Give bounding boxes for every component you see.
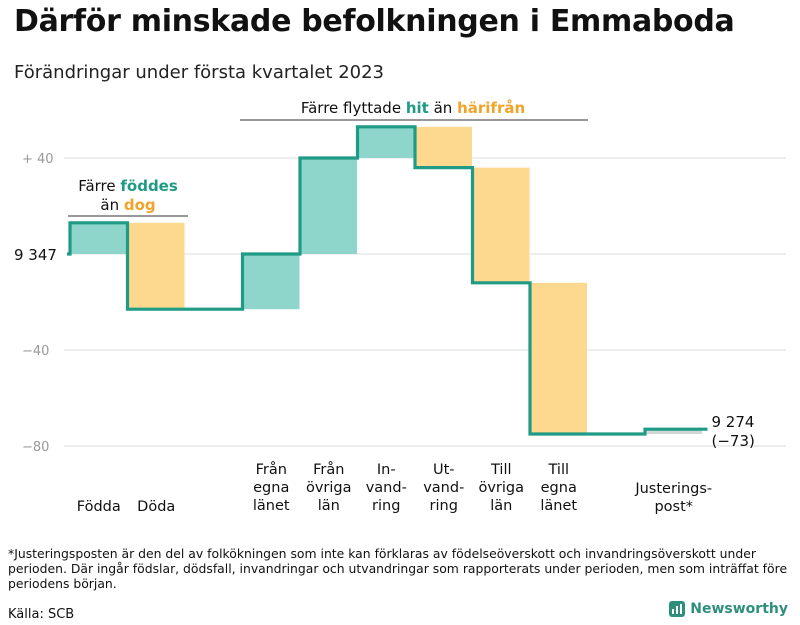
bar-doda: [128, 223, 185, 309]
x-label-utvandring: Ut-vand-ring: [423, 462, 464, 514]
end-change-label: (−73): [712, 432, 755, 450]
y-tick-label: + 40: [22, 152, 54, 167]
x-label-justeringspost: Justerings-post*: [634, 481, 712, 515]
waterfall-chart: + 40 −40 −80 9 347 Födda Döda Från egna länet Fr…: [0, 0, 800, 540]
end-value-label: 9 274: [712, 413, 755, 431]
y-tick-label: −80: [22, 440, 49, 455]
x-label-fran-ovriga-lan: Från övriga län: [306, 461, 352, 514]
bar-utvandring: [415, 127, 472, 168]
annotation-migration: Färre flyttade hit än härifrån: [301, 99, 525, 117]
bar-fran-ovriga-lan: [300, 158, 357, 254]
x-label-fran-egna-lanet: Från egna länet: [253, 461, 290, 514]
footnote: *Justeringsposten är den del av folkökni…: [8, 546, 792, 591]
newsworthy-logo-icon: [669, 601, 685, 617]
bar-till-egna-lanet: [530, 283, 587, 434]
x-label-fodda: Födda: [77, 499, 121, 515]
x-label-till-ovriga-lan: Till övriga län: [478, 462, 524, 514]
y-tick-label: −40: [22, 344, 49, 359]
bar-fran-egna-lanet: [243, 254, 300, 309]
bar-invandring: [358, 127, 415, 158]
annotation-births-line1: Färre föddes: [78, 177, 178, 195]
x-label-till-egna-lanet: Till egna länet: [540, 462, 577, 514]
start-value-label: 9 347: [14, 246, 57, 264]
x-label-doda: Döda: [137, 499, 175, 515]
annotation-births-line2: än dog: [100, 196, 155, 214]
bar-till-ovriga-lan: [473, 168, 530, 283]
bar-fodda: [70, 223, 127, 254]
brand-name: Newsworthy: [690, 601, 788, 617]
brand-logo: Newsworthy: [669, 601, 788, 617]
source-label: Källa: SCB: [8, 607, 74, 622]
x-label-invandring: In-vand-ring: [366, 462, 407, 514]
